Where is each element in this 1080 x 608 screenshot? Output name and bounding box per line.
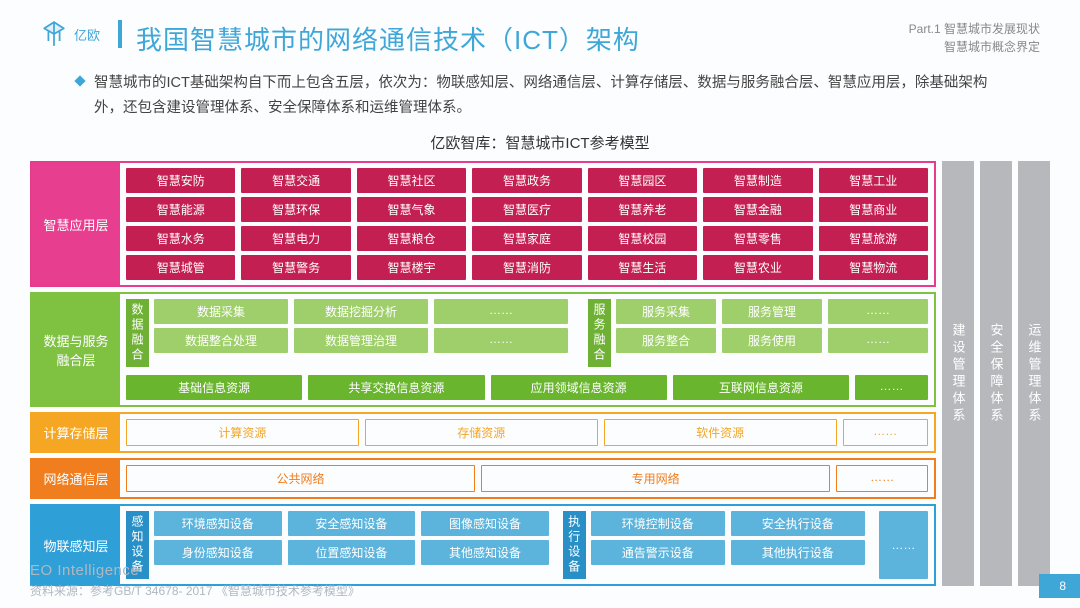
app-cell: 智慧水务 [126,226,235,251]
management-pillar: 建设管理体系 [942,161,974,586]
app-cell: 智慧医疗 [472,197,581,222]
footer-brand: EO Intelligence [30,560,360,583]
app-cell: 智慧楼宇 [357,255,466,280]
layer-network-label: 网络通信层 [32,460,120,497]
layer-compute-storage: 计算存储层 计算资源存储资源软件资源…… [30,412,936,453]
description-text: 智慧城市的ICT基础架构自下而上包含五层，依次为：物联感知层、网络通信层、计算存… [94,71,1004,120]
layer-compute-label: 计算存储层 [32,414,120,451]
network-cell: …… [836,465,928,492]
page-number: 8 [1039,574,1080,598]
app-cell: 智慧养老 [588,197,697,222]
app-cell: 智慧商业 [819,197,928,222]
management-pillar: 安全保障体系 [980,161,1012,586]
layer-network: 网络通信层 公共网络专用网络…… [30,458,936,499]
app-cell: 智慧生活 [588,255,697,280]
brand-logo: 亿欧 [40,20,100,48]
compute-cell: 软件资源 [604,419,837,446]
fusion-cell: 服务整合 [616,328,716,353]
app-cell: 智慧电力 [241,226,350,251]
part-line2: 智慧城市概念界定 [909,38,1040,56]
device-cell: 通告警示设备 [591,540,725,565]
vlabel: 数据融合 [126,299,149,367]
device-cell: 其他感知设备 [421,540,549,565]
resource-cell: 应用领域信息资源 [491,375,667,400]
app-cell: 智慧农业 [703,255,812,280]
resource-cell: 共享交换信息资源 [308,375,484,400]
app-cell: 智慧能源 [126,197,235,222]
app-cell: 智慧旅游 [819,226,928,251]
app-cell: 智慧气象 [357,197,466,222]
compute-cell: 计算资源 [126,419,359,446]
compute-cell: 存储资源 [365,419,598,446]
section-info: Part.1 智慧城市发展现状 智慧城市概念界定 [909,20,1040,56]
layer-application: 智慧应用层 智慧安防智慧交通智慧社区智慧政务智慧园区智慧制造智慧工业智慧能源智慧… [30,161,936,287]
fusion-cell: …… [434,328,568,353]
device-cell: 图像感知设备 [421,511,549,536]
ict-architecture-chart: 智慧应用层 智慧安防智慧交通智慧社区智慧政务智慧园区智慧制造智慧工业智慧能源智慧… [0,153,1080,586]
app-cell: 智慧零售 [703,226,812,251]
ellipsis-cell: …… [879,511,928,579]
layer-fusion-label: 数据与服务融合层 [32,294,120,405]
app-cell: 智慧物流 [819,255,928,280]
chart-title: 亿欧智库：智慧城市ICT参考模型 [0,132,1080,153]
app-cell: 智慧校园 [588,226,697,251]
part-line1: Part.1 智慧城市发展现状 [909,20,1040,38]
device-cell: 环境感知设备 [154,511,282,536]
fusion-cell: 服务管理 [722,299,822,324]
management-pillar: 运维管理体系 [1018,161,1050,586]
network-cell: 公共网络 [126,465,475,492]
app-cell: 智慧园区 [588,168,697,193]
fusion-cell: 服务采集 [616,299,716,324]
network-cell: 专用网络 [481,465,830,492]
footer-source: 资料来源：参考GB/T 34678- 2017 《智慧城市技术参考模型》 [30,582,360,600]
logo-icon [40,20,68,48]
compute-cell: …… [843,419,928,446]
app-cell: 智慧警务 [241,255,350,280]
app-cell: 智慧交通 [241,168,350,193]
fusion-cell: 数据整合处理 [154,328,288,353]
app-cell: 智慧环保 [241,197,350,222]
app-cell: 智慧安防 [126,168,235,193]
app-cell: 智慧家庭 [472,226,581,251]
fusion-cell: …… [828,328,928,353]
resource-cell: 互联网信息资源 [673,375,849,400]
fusion-cell: 服务使用 [722,328,822,353]
app-cell: 智慧城管 [126,255,235,280]
fusion-cell: 数据挖掘分析 [294,299,428,324]
device-cell: 其他执行设备 [731,540,865,565]
app-cell: 智慧政务 [472,168,581,193]
vlabel: 执行设备 [563,511,586,579]
page-title: 我国智慧城市的网络通信技术（ICT）架构 [136,20,909,57]
layer-application-label: 智慧应用层 [32,163,120,285]
fusion-cell: 数据采集 [154,299,288,324]
layer-data-service-fusion: 数据与服务融合层 数据融合数据采集数据挖掘分析……数据整合处理数据管理治理……服… [30,292,936,407]
management-columns: 建设管理体系安全保障体系运维管理体系 [942,161,1050,586]
vlabel: 服务融合 [588,299,611,367]
app-cell: 智慧粮仓 [357,226,466,251]
device-cell: 环境控制设备 [591,511,725,536]
app-cell: 智慧社区 [357,168,466,193]
footer: EO Intelligence 资料来源：参考GB/T 34678- 2017 … [30,560,360,601]
logo-text: 亿欧 [74,25,100,44]
app-cell: 智慧工业 [819,168,928,193]
app-cell: 智慧消防 [472,255,581,280]
device-cell: 安全执行设备 [731,511,865,536]
fusion-cell: …… [434,299,568,324]
bullet-icon [74,75,85,86]
fusion-cell: 数据管理治理 [294,328,428,353]
device-cell: 安全感知设备 [288,511,416,536]
title-accent [118,20,122,48]
resource-cell: …… [855,375,928,400]
fusion-cell: …… [828,299,928,324]
resource-cell: 基础信息资源 [126,375,302,400]
app-cell: 智慧制造 [703,168,812,193]
app-cell: 智慧金融 [703,197,812,222]
